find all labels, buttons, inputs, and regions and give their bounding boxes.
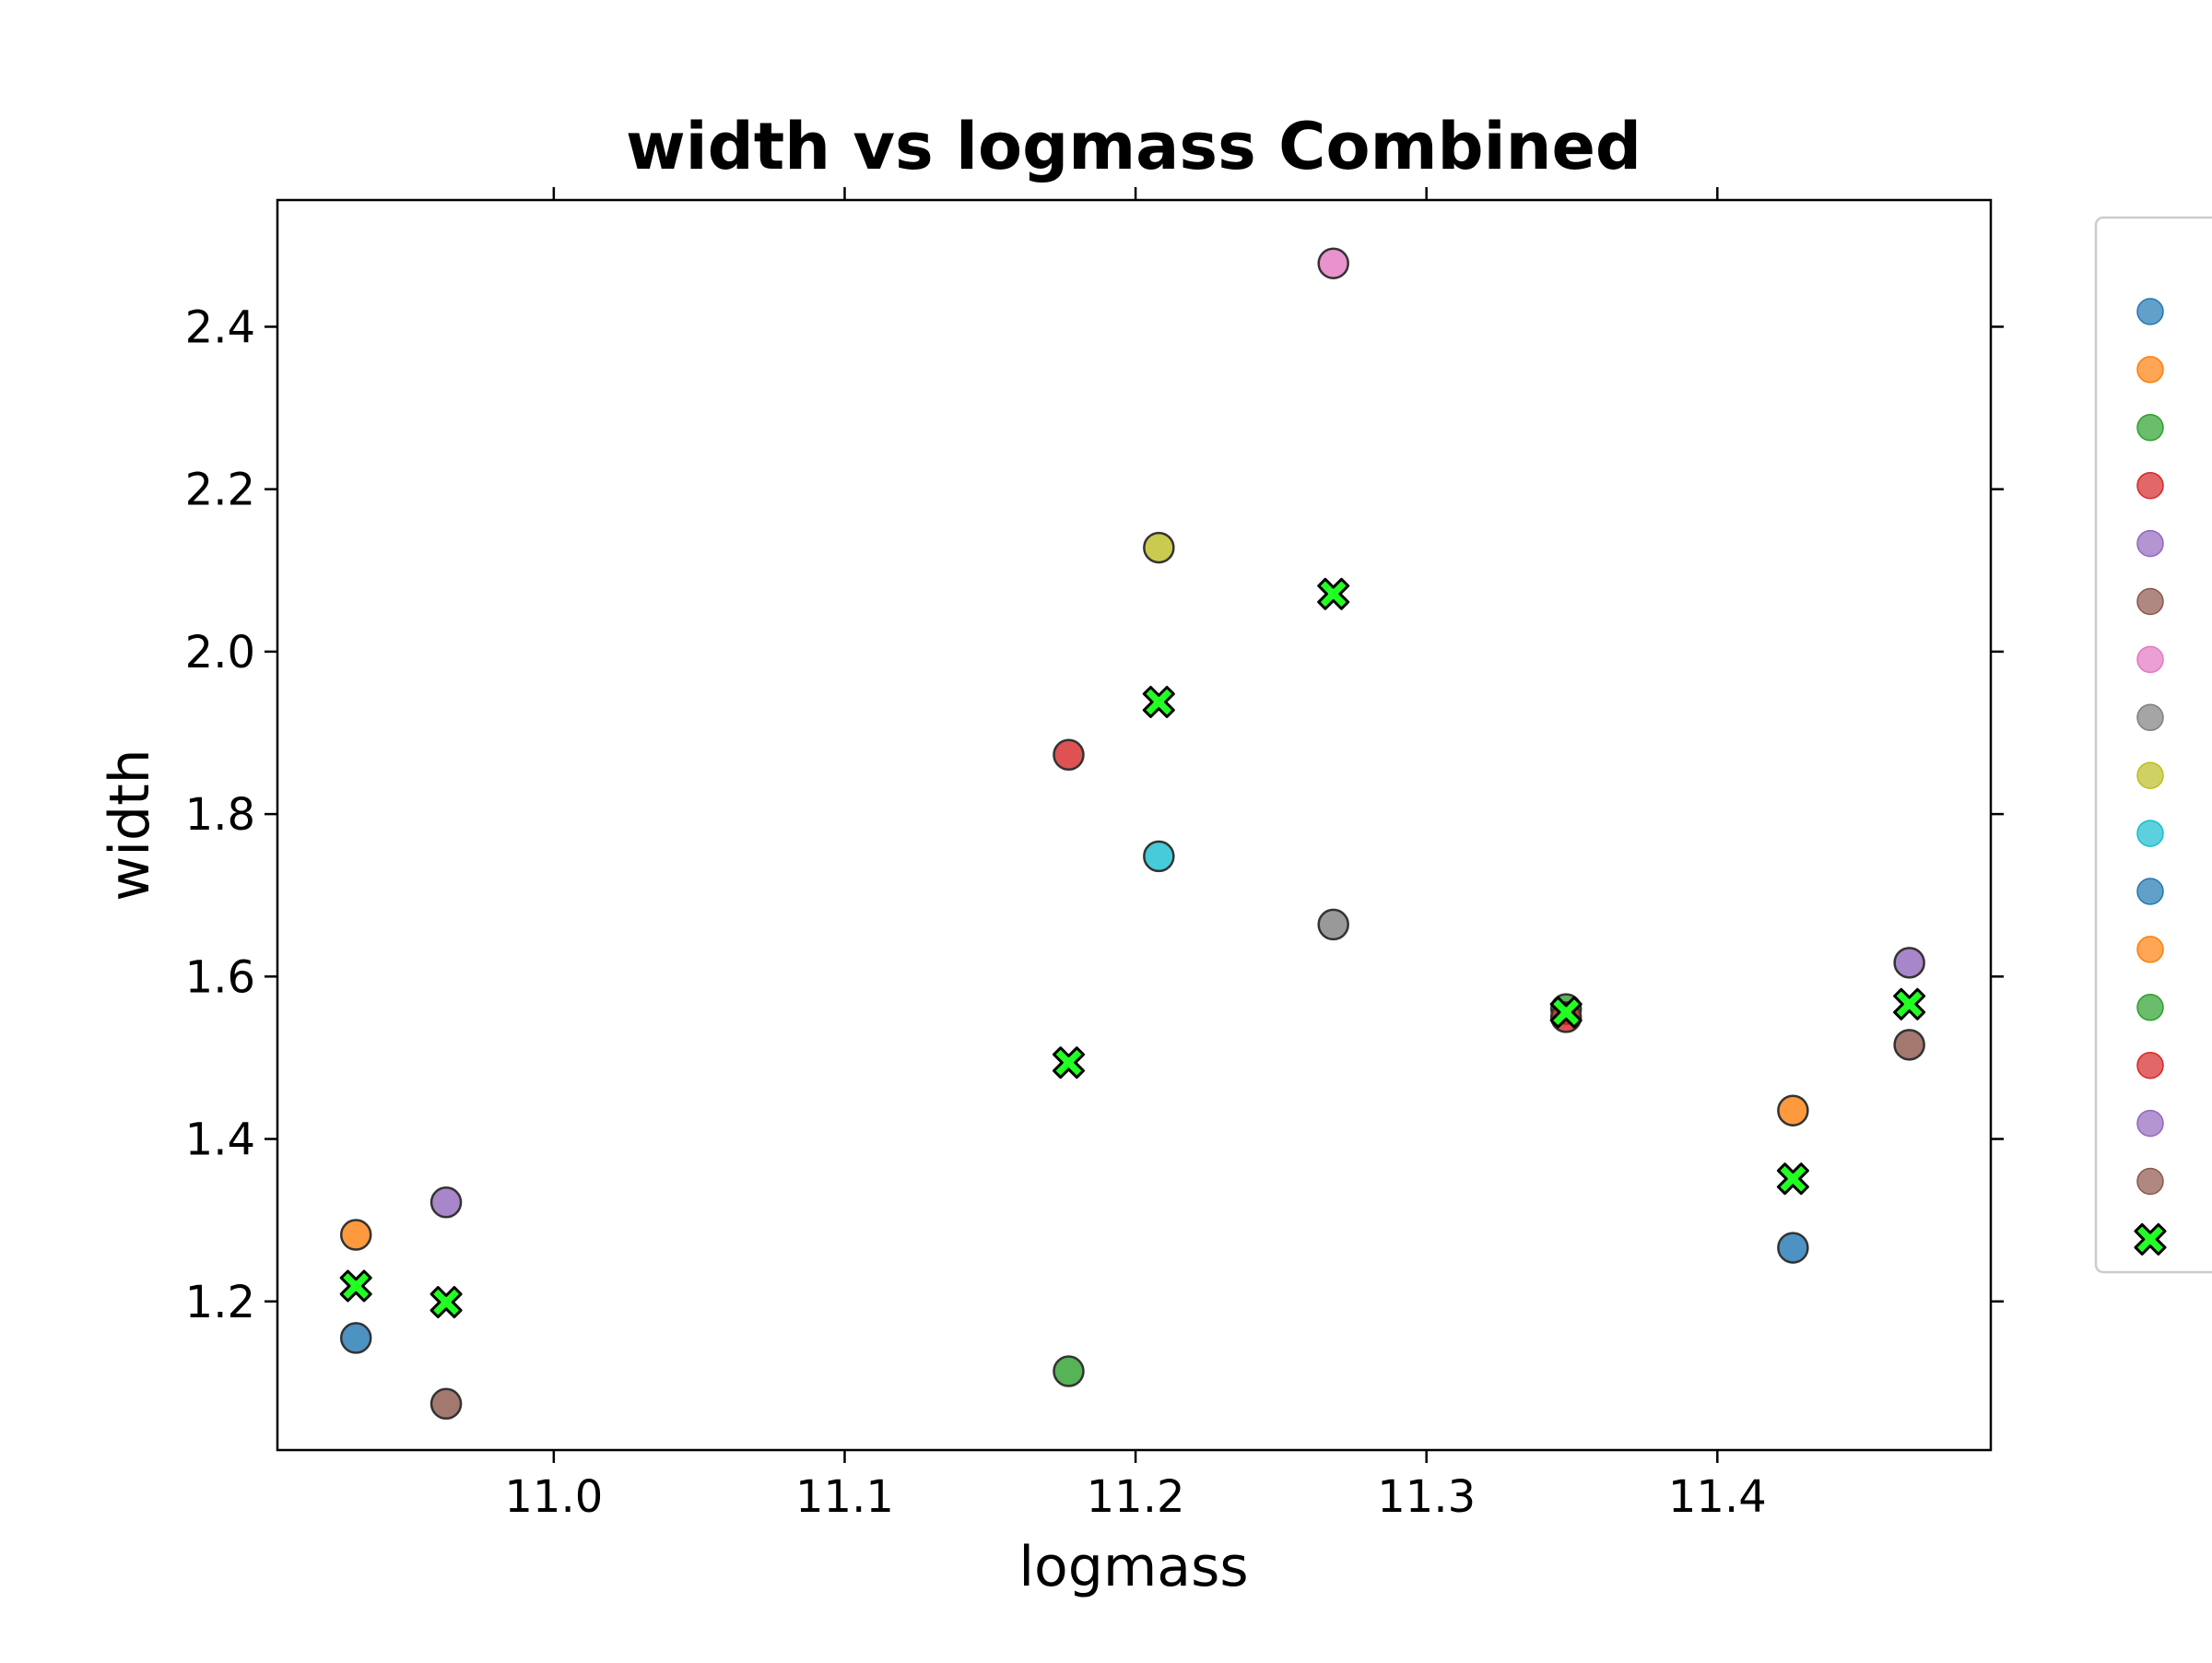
y-tick-label: 2.2 (185, 465, 255, 516)
data-point (1317, 247, 1349, 279)
legend-marker (2136, 414, 2164, 442)
legend-marker (2136, 529, 2164, 558)
x-tick-label: 11.0 (504, 1471, 603, 1523)
data-point (1143, 840, 1175, 873)
x-axis-label: logmass (1018, 1535, 1248, 1599)
y-tick-label: 1.6 (185, 951, 255, 1003)
legend (2094, 216, 2212, 1274)
y-tick-label: 2.4 (185, 301, 255, 353)
y-tick-label: 1.2 (185, 1277, 255, 1328)
data-point (1893, 1029, 1925, 1061)
legend-marker (2136, 471, 2164, 500)
legend-marker (2136, 1167, 2164, 1196)
x-tick-label: 11.1 (795, 1471, 894, 1523)
legend-marker (2136, 587, 2164, 616)
legend-marker-x (2134, 1222, 2167, 1256)
data-point (1053, 1355, 1085, 1387)
y-tick-label: 1.4 (185, 1115, 255, 1166)
combined-point-x-marker (1549, 996, 1583, 1029)
data-point (1893, 947, 1925, 979)
data-point (1143, 531, 1175, 564)
axis-ticks: 11.0 11.1 11.2 11.3 11.4 1.2 1.4 1.6 1.8 2.0 2.2 2.… (185, 187, 2004, 1523)
legend-frame (2094, 216, 2212, 1274)
legend-marker (2136, 994, 2164, 1021)
x-tick-label: 11.3 (1377, 1471, 1476, 1523)
data-point (1777, 1094, 1809, 1126)
data-point (1053, 738, 1085, 772)
combined-point-x-marker (339, 1269, 372, 1303)
legend-marker (2136, 356, 2164, 383)
data-point (339, 1219, 372, 1251)
y-tick-label: 2.0 (185, 627, 255, 678)
data-point (1317, 908, 1349, 941)
combined-point-x-marker (1317, 577, 1350, 610)
legend-marker (2136, 298, 2164, 325)
data-points (339, 247, 1926, 1421)
data-point (429, 1186, 463, 1219)
combined-point-x-marker (1053, 1046, 1085, 1079)
combined-point-x-marker (1142, 686, 1175, 718)
x-tick-label: 11.4 (1668, 1471, 1767, 1523)
combined-point-x-marker (429, 1286, 463, 1319)
legend-marker (2136, 703, 2164, 732)
legend-marker (2136, 645, 2164, 674)
x-tick-label: 11.2 (1087, 1471, 1185, 1523)
y-axis-label: width (98, 749, 162, 901)
y-tick-label: 1.8 (185, 789, 255, 841)
data-point (339, 1322, 372, 1354)
combined-point-x-marker (1893, 987, 1926, 1020)
legend-marker (2136, 1109, 2164, 1138)
legend-marker (2136, 936, 2164, 963)
data-point (1777, 1232, 1809, 1264)
legend-marker (2136, 1051, 2164, 1079)
combined-point-x-marker (1776, 1162, 1809, 1196)
legend-items (2134, 298, 2167, 1256)
legend-marker (2136, 878, 2164, 905)
legend-marker (2136, 761, 2164, 789)
plot-area-frame (276, 198, 1993, 1452)
data-point (429, 1387, 463, 1421)
chart-title: width vs logmass Combined (626, 109, 1641, 184)
legend-marker (2136, 820, 2164, 847)
